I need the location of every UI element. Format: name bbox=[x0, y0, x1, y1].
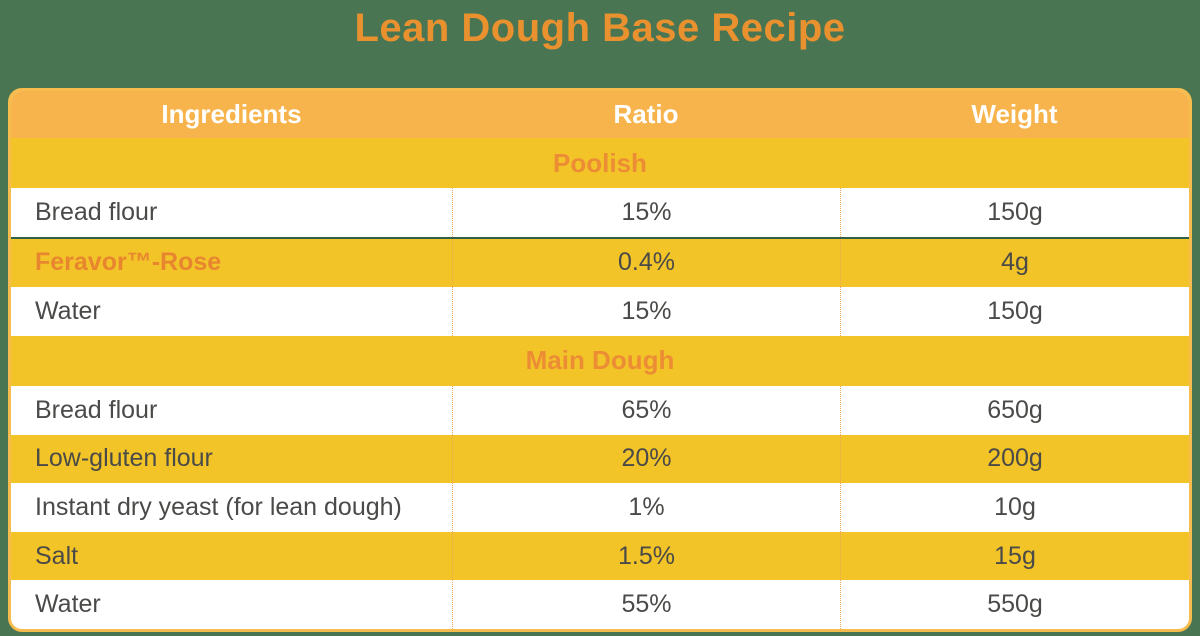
ingredient-cell: Low-gluten flour bbox=[35, 444, 213, 473]
table-row: Low-gluten flour 20% 200g bbox=[11, 434, 1189, 484]
ratio-cell: 55% bbox=[452, 580, 840, 629]
column-header-ingredients: Ingredients bbox=[161, 99, 302, 129]
ratio-cell: 1.5% bbox=[452, 531, 840, 581]
table-row: Bread flour 65% 650g bbox=[11, 385, 1189, 435]
weight-cell: 150g bbox=[840, 188, 1189, 237]
table-row: Instant dry yeast (for lean dough) 1% 10g bbox=[11, 483, 1189, 532]
ingredient-cell: Water bbox=[35, 590, 101, 619]
weight-cell: 550g bbox=[840, 580, 1189, 629]
ratio-cell: 15% bbox=[452, 287, 840, 336]
ratio-cell: 65% bbox=[452, 385, 840, 435]
ingredient-cell: Bread flour bbox=[35, 395, 158, 424]
table-row: Bread flour 15% 150g bbox=[11, 188, 1189, 237]
ingredient-cell: Bread flour bbox=[35, 197, 158, 226]
weight-cell: 150g bbox=[840, 287, 1189, 336]
table-header-row: Ingredients Ratio Weight bbox=[11, 91, 1189, 138]
table-row: Salt 1.5% 15g bbox=[11, 531, 1189, 581]
weight-cell: 650g bbox=[840, 385, 1189, 435]
weight-cell: 200g bbox=[840, 434, 1189, 484]
table-row: Water 15% 150g bbox=[11, 287, 1189, 336]
section-header-poolish: Poolish bbox=[11, 138, 1189, 188]
ratio-cell: 15% bbox=[452, 188, 840, 237]
weight-cell: 4g bbox=[840, 238, 1189, 288]
ratio-cell: 0.4% bbox=[452, 238, 840, 288]
section-title: Main Dough bbox=[525, 345, 675, 376]
ratio-cell: 1% bbox=[452, 483, 840, 532]
table-row: Feravor™-Rose 0.4% 4g bbox=[11, 236, 1189, 288]
ingredient-cell: Salt bbox=[35, 541, 79, 570]
ingredient-cell: Water bbox=[35, 297, 101, 326]
table-row: Water 55% 550g bbox=[11, 580, 1189, 629]
page-title: Lean Dough Base Recipe bbox=[354, 6, 846, 50]
column-header-weight: Weight bbox=[971, 99, 1058, 129]
ratio-cell: 20% bbox=[452, 434, 840, 484]
column-header-ratio: Ratio bbox=[613, 99, 679, 129]
weight-cell: 10g bbox=[840, 483, 1189, 532]
ingredient-cell: Feravor™-Rose bbox=[35, 248, 222, 277]
weight-cell: 15g bbox=[840, 531, 1189, 581]
section-header-main-dough: Main Dough bbox=[11, 335, 1189, 386]
section-title: Poolish bbox=[553, 147, 647, 178]
recipe-table: Ingredients Ratio Weight Poolish Bread fl… bbox=[8, 88, 1192, 632]
ingredient-cell: Instant dry yeast (for lean dough) bbox=[35, 492, 402, 521]
